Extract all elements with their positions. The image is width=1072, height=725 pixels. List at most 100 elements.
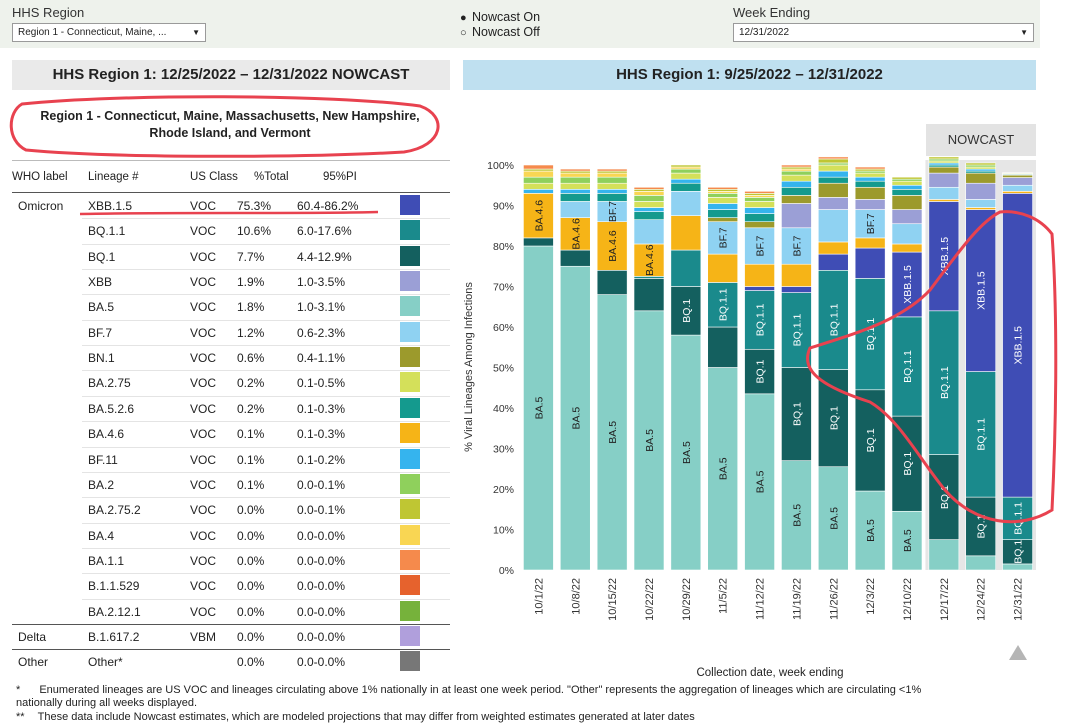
bar-segment <box>854 186 886 200</box>
bar-segment <box>596 294 628 571</box>
region-name-line1: Region 1 - Connecticut, Maine, Massachus… <box>40 109 420 123</box>
cell-lineage: BF.11 <box>88 452 118 467</box>
cell-pi: 0.6-2.3% <box>297 325 346 340</box>
bar-segment <box>891 195 923 210</box>
bar-segment <box>670 182 702 192</box>
bar-label: BQ.1.1 <box>791 314 803 347</box>
bar-segment <box>633 219 665 245</box>
bar-segment <box>596 172 628 178</box>
bar-label: XBB.1.5 <box>902 265 914 304</box>
bar-segment <box>744 290 775 350</box>
bar-segment <box>707 253 739 283</box>
cell-us-class: VOC <box>190 604 217 619</box>
cell-lineage: B.1.617.2 <box>88 629 140 644</box>
cell-us-class: VOC <box>190 325 217 340</box>
y-tick-label: 60% <box>493 322 514 334</box>
bar-label: XBB.1.5 <box>976 271 988 310</box>
bar-segment <box>559 201 591 218</box>
cell-lineage: BA.4.6 <box>88 427 125 442</box>
bar-segment <box>928 164 960 168</box>
bar-segment <box>965 170 997 174</box>
bar-segment <box>559 170 591 174</box>
bar-segment <box>965 207 997 210</box>
footnote-1-text: Enumerated lineages are US VOC and linea… <box>39 684 922 696</box>
bar-segment <box>559 182 591 190</box>
table-row: BN.1 VOC 0.6% 0.4-1.1% <box>12 345 450 370</box>
x-tick-label: 11/5/22 <box>718 578 730 614</box>
bar-label: BQ.1.1 <box>755 303 767 336</box>
x-tick-label: 12/17/22 <box>939 578 951 621</box>
bar-segment <box>854 170 886 174</box>
cell-lineage: BA.4 <box>88 528 115 543</box>
table-row: BA.2.12.1 VOC 0.0% 0.0-0.0% <box>12 599 450 624</box>
bar-segment <box>928 156 960 160</box>
triangle-up-icon <box>1009 645 1027 660</box>
divider <box>82 573 450 575</box>
nowcast-on-radio[interactable]: ● Nowcast On <box>460 10 540 24</box>
cell-total: 0.2% <box>237 376 265 391</box>
cell-total: 75.3% <box>237 199 272 213</box>
bar-segment <box>559 168 591 172</box>
radio-unselected-icon: ○ <box>460 27 467 39</box>
bar-segment <box>781 168 812 172</box>
bar-label: BA.4.6 <box>607 230 619 262</box>
lineage-color-swatch <box>400 600 420 621</box>
bar-label: BF.7 <box>865 213 877 234</box>
bar-segment <box>523 168 554 172</box>
bar-segment <box>1002 191 1033 194</box>
week-select[interactable]: 12/31/2022 ▼ <box>733 23 1034 42</box>
bar-segment <box>707 209 739 218</box>
x-tick-label: 12/31/22 <box>1013 578 1025 621</box>
cell-lineage: Other* <box>88 655 123 670</box>
table-row: Omicron XBB.1.5 VOC 75.3% 60.4-86.2% <box>12 193 450 218</box>
y-tick-label: 40% <box>493 403 514 415</box>
bar-segment <box>707 203 739 210</box>
bar-segment <box>559 193 591 202</box>
divider <box>12 649 450 651</box>
bar-segment <box>817 170 849 178</box>
table-row: BF.11 VOC 0.1% 0.1-0.2% <box>12 447 450 472</box>
nowcast-off-radio[interactable]: ○ Nowcast Off <box>460 25 540 39</box>
divider <box>82 218 450 220</box>
bar-segment <box>633 211 665 220</box>
cell-us-class: VOC <box>190 579 217 594</box>
footnote-1-mark: * <box>16 684 21 696</box>
bar-label: BA.5 <box>902 529 914 552</box>
divider <box>82 497 450 499</box>
cell-total: 0.0% <box>237 655 265 670</box>
region-select[interactable]: Region 1 - Connecticut, Maine, ... ▼ <box>12 23 206 42</box>
nowcast-off-label: Nowcast Off <box>472 25 540 39</box>
table-row: BA.2.75.2 VOC 0.0% 0.0-0.1% <box>12 497 450 522</box>
divider <box>82 522 450 524</box>
bar-segment <box>854 199 886 210</box>
bar-label: BQ.1 <box>976 514 988 538</box>
bar-segment <box>781 180 812 188</box>
bar-label: BQ.1 <box>681 299 693 323</box>
bar-segment <box>707 186 739 190</box>
footnote-2-text: These data include Nowcast estimates, wh… <box>37 711 695 723</box>
cell-pi: 0.1-0.2% <box>297 452 346 467</box>
bar-segment <box>670 191 702 216</box>
bar-segment <box>817 209 849 243</box>
cell-us-class: VOC <box>190 275 217 290</box>
bar-segment <box>891 209 923 225</box>
cell-lineage: BA.2.75.2 <box>88 503 141 518</box>
bar-segment <box>781 164 812 168</box>
x-tick-label: 12/10/22 <box>902 578 914 621</box>
bar-segment <box>707 197 739 204</box>
left-panel-title: HHS Region 1: 12/25/2022 – 12/31/2022 NO… <box>12 60 450 90</box>
cell-pi: 4.4-12.9% <box>297 249 352 264</box>
bar-segment <box>854 172 886 178</box>
bar-label: BA.5 <box>607 421 619 444</box>
cell-us-class: VOC <box>190 477 217 492</box>
footnote-1: * Enumerated lineages are US VOC and lin… <box>16 684 921 697</box>
lineage-color-swatch <box>400 397 420 418</box>
bar-label: BA.5 <box>755 470 767 493</box>
cell-total: 0.1% <box>237 477 265 492</box>
table-row: BA.2.75 VOC 0.2% 0.1-0.5% <box>12 370 450 395</box>
bar-segment <box>854 180 886 188</box>
bar-segment <box>781 166 812 170</box>
lineage-color-swatch <box>400 473 420 494</box>
lineage-color-swatch <box>400 245 420 266</box>
bar-segment <box>781 286 812 293</box>
